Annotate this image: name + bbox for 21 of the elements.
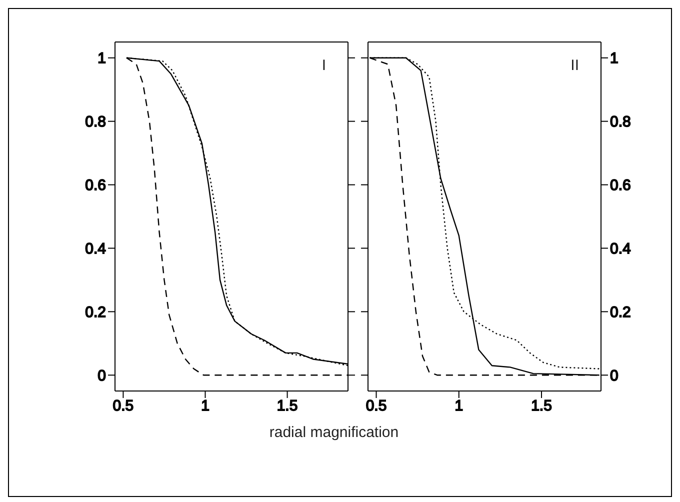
y-tick-label: 0.8 [85,114,106,131]
y-tick-label: 0.4 [85,240,106,258]
y-tick-label: 1 [98,50,106,68]
x-axis-title: radial magnification [268,424,400,441]
x-tick-label: 1 [454,398,464,415]
x-tick-label: 1 [201,398,210,415]
annotation: I [322,57,326,74]
y2-tick-label: 0.6 [610,177,631,194]
y2-tick-label: 0.8 [610,114,631,131]
y2-tick-label: 1 [610,50,618,68]
y-tick-label: 0.2 [85,304,106,322]
y2-tick-label: 0.2 [610,304,631,322]
x-tick-label: 1.5 [276,398,298,415]
y2-tick-label: 0.4 [610,240,631,258]
x-tick-label: 0.5 [112,398,134,415]
y2-tick-label: 0 [610,367,618,384]
annotation: II [570,57,579,74]
y-tick-label: 0 [98,367,106,384]
y-tick-label: 0.6 [85,177,106,194]
x-tick-label: 1.5 [531,398,552,415]
x-tick-label: 0.5 [366,398,387,415]
